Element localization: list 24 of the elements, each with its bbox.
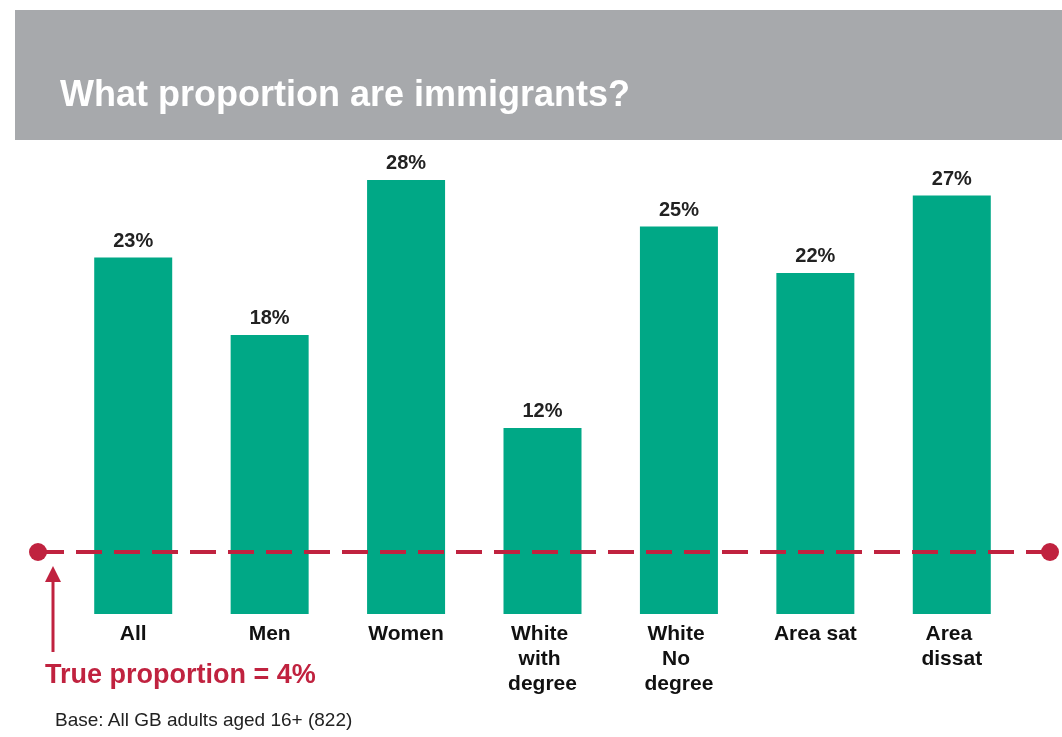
data-label: 12%: [522, 399, 563, 421]
x-tick-label: Women: [368, 621, 444, 644]
bar: [503, 428, 582, 614]
bar: [776, 273, 855, 614]
x-tick-label: White No degree: [644, 621, 714, 694]
bar: [367, 180, 446, 614]
data-label: 23%: [113, 228, 154, 251]
bar: [912, 195, 991, 614]
bar: [230, 335, 309, 614]
bar: [94, 257, 173, 614]
x-tick-label: Area sat: [773, 621, 857, 644]
data-label: 18%: [249, 306, 290, 328]
data-label: 27%: [931, 166, 973, 189]
x-tick-label: All: [119, 621, 147, 644]
x-tick-label: Men: [248, 621, 291, 644]
data-label: 22%: [795, 244, 836, 266]
x-tick-label: Area dissat: [921, 621, 983, 669]
chart-title: What proportion are immigrants?: [60, 72, 631, 114]
data-label: 28%: [386, 151, 427, 173]
data-label: 25%: [658, 197, 700, 220]
bar: [639, 226, 718, 614]
text: Base: All GB adults aged 16+ (822): [55, 709, 353, 730]
x-tick-label: White with degree: [508, 621, 577, 694]
ref-line-label: True proportion = 4%: [45, 658, 316, 689]
